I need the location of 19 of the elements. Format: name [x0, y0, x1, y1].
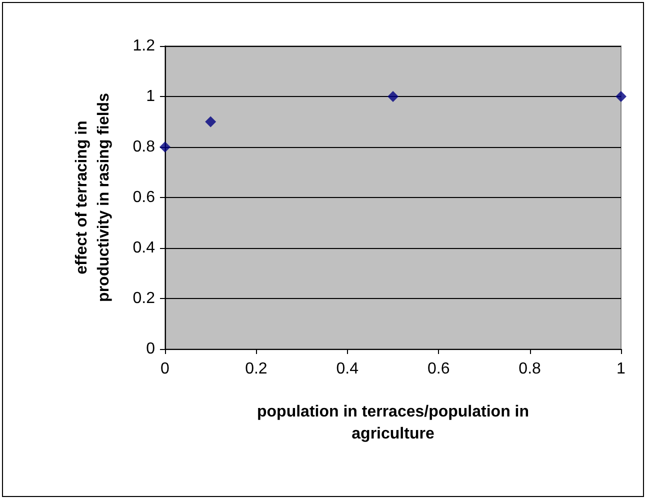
y-tick-label: 1	[146, 88, 156, 105]
x-tick-label: 0.8	[518, 360, 542, 378]
x-tick-label: 0	[160, 360, 170, 378]
point	[205, 116, 216, 128]
point	[388, 91, 398, 102]
y-tick-label: 1.2	[132, 38, 156, 54]
x-tick-label: 1	[616, 360, 626, 378]
x-axis-title: population in terraces/population in agriculture	[256, 404, 530, 442]
y-tick-label: 0.4	[132, 240, 156, 256]
x-tick-label: 0.6	[427, 360, 450, 378]
y-tick-label: 0.8	[132, 138, 156, 156]
y-tick-label: 0.6	[132, 189, 156, 206]
y-tick-label: 0	[146, 340, 156, 358]
x-tick-label: 0.2	[245, 360, 268, 378]
y-tick-label: 0.2	[132, 290, 156, 307]
y-axis-title: effect of terracing in productivity in rasing fields	[74, 92, 112, 302]
x-tick-label: 0.4	[336, 360, 359, 378]
point	[616, 91, 626, 102]
point	[160, 142, 170, 152]
